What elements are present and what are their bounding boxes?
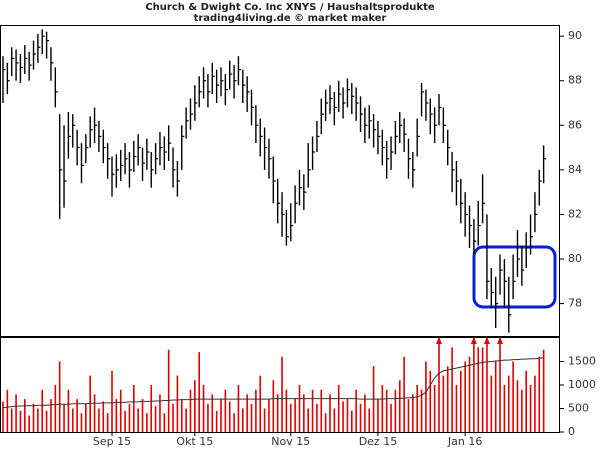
y-tick-label: 1000 <box>568 378 596 391</box>
x-tick-label: Sep 15 <box>93 435 131 448</box>
x-tick-label: Dez 15 <box>359 435 398 448</box>
x-tick-label: Jan 16 <box>447 435 482 448</box>
chart-title: Church & Dwight Co. Inc XNYS / Haushalts… <box>145 2 435 13</box>
volume-panel <box>0 337 560 433</box>
y-tick-label: 86 <box>568 118 582 131</box>
y-tick-label: 500 <box>568 402 589 415</box>
y-tick-label: 84 <box>568 163 582 176</box>
y-tick-label: 90 <box>568 29 582 42</box>
y-tick-label: 1500 <box>568 355 596 368</box>
y-tick-label: 0 <box>568 425 575 438</box>
overflow-arrow <box>483 337 490 344</box>
highlight-box <box>472 245 557 309</box>
volume-average <box>2 357 544 409</box>
overflow-arrow <box>497 337 504 344</box>
x-tick-label: Nov 15 <box>271 435 310 448</box>
price-panel <box>0 25 560 337</box>
overflow-arrow <box>470 337 477 344</box>
y-tick-label: 80 <box>568 252 582 265</box>
y-tick-label: 82 <box>568 207 582 220</box>
overflow-arrow <box>436 337 442 344</box>
volume-layer <box>2 338 545 432</box>
chart-subtitle: trading4living.de © market maker <box>194 13 387 24</box>
y-tick-label: 88 <box>568 74 582 87</box>
y-tick-label: 78 <box>568 297 582 310</box>
x-tick-label: Okt 15 <box>176 435 213 448</box>
